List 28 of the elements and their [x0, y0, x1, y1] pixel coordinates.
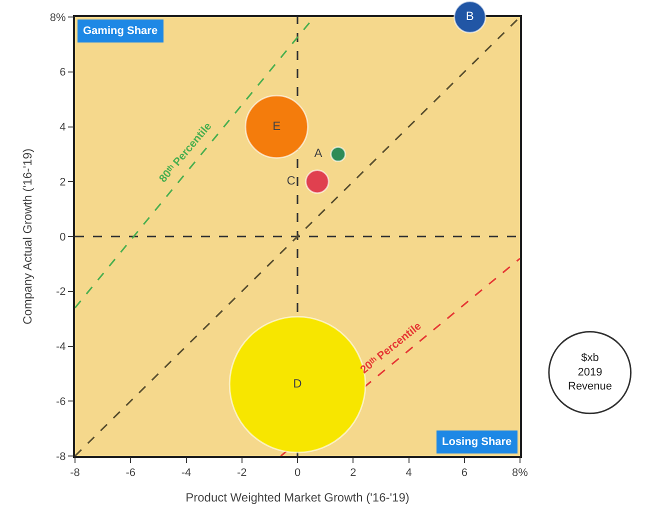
y-tick-label: 8% [50, 12, 66, 24]
x-tick-label: -8 [70, 467, 80, 480]
annotation: Losing Share [442, 436, 512, 448]
x-tick-label: 0 [294, 467, 301, 480]
data-label: A [308, 146, 328, 160]
x-tick-label: 2 [350, 467, 356, 480]
y-tick-label: -2 [56, 286, 66, 298]
y-tick-label: 2 [60, 176, 66, 188]
y-tick-label: 0 [60, 231, 66, 244]
x-axis-title: Product Weighted Market Growth ('16-'19) [186, 490, 410, 505]
data-label: D [293, 376, 302, 391]
x-tick-label: 8% [512, 467, 528, 480]
y-tick-label: -8 [56, 450, 66, 463]
x-tick-label: -2 [236, 467, 247, 480]
annotation: Gaming Share [83, 25, 158, 37]
y-axis-title: Company Actual Growth ('16-'19) [20, 148, 35, 324]
x-tick-label: -4 [181, 467, 192, 480]
data-label: B [466, 9, 474, 23]
data-label: C [280, 174, 302, 188]
data-label: E [272, 118, 281, 133]
y-tick-label: -4 [56, 341, 66, 354]
y-tick-label: -6 [56, 396, 66, 408]
x-tick-label: 4 [406, 467, 412, 480]
x-tick-label: -6 [126, 467, 136, 480]
y-tick-label: 6 [60, 66, 66, 79]
y-tick-label: 4 [60, 122, 66, 134]
x-tick-label: 6 [461, 467, 468, 480]
text: $xb 2019 Revenue [568, 352, 612, 393]
